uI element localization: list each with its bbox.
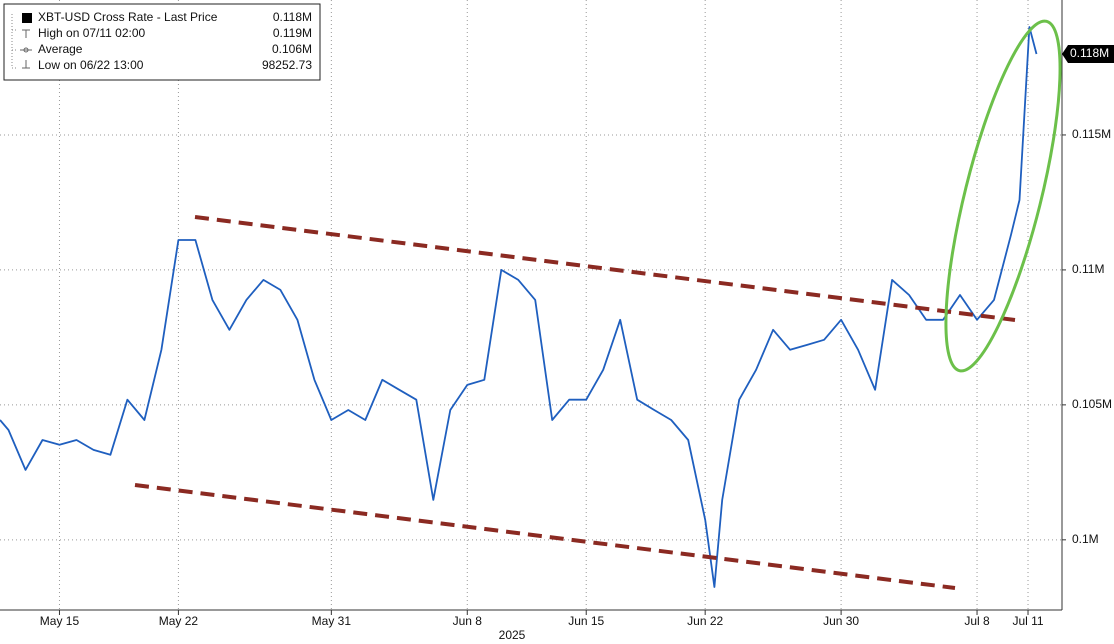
y-tick-label: 0.115M	[1072, 127, 1111, 141]
lower-trend-line	[134, 483, 956, 590]
legend-label: XBT-USD Cross Rate - Last Price	[38, 10, 218, 24]
legend-label: Low on 06/22 13:00	[38, 58, 144, 72]
x-tick-label: May 31	[312, 614, 352, 628]
legend-icon	[20, 47, 32, 53]
legend-tree	[11, 14, 18, 69]
x-tick-label: Jun 30	[823, 614, 859, 628]
x-axis-label: 2025	[499, 628, 526, 642]
last-value-marker	[1062, 44, 1114, 63]
upper-trend-line	[194, 215, 1016, 322]
legend-icon	[22, 60, 30, 69]
y-tick-label: 0.105M	[1072, 397, 1112, 411]
legend-icon	[22, 29, 30, 38]
legend-label: High on 07/11 02:00	[38, 26, 146, 40]
x-tick-label: Jun 22	[687, 614, 723, 628]
x-tick-label: Jul 11	[1012, 614, 1043, 628]
x-tick-label: Jul 8	[964, 614, 990, 628]
legend-value: 0.118M	[273, 10, 312, 24]
legend: XBT-USD Cross Rate - Last Price 0.118M H…	[3, 3, 321, 81]
legend-box	[3, 3, 321, 81]
legend-icon	[22, 13, 32, 23]
x-tick-label: Jun 8	[453, 614, 483, 628]
legend-value: 0.106M	[272, 42, 312, 56]
x-tick-label: May 15	[40, 614, 80, 628]
last-value-label: 0.118M	[1070, 46, 1109, 60]
legend-value: 0.119M	[273, 26, 312, 40]
y-tick-label: 0.1M	[1072, 532, 1099, 546]
y-tick-label: 0.11M	[1072, 262, 1104, 276]
highlight-ellipse	[944, 19, 1062, 373]
x-tick-label: May 22	[159, 614, 199, 628]
x-tick-label: Jun 15	[568, 614, 604, 628]
plot-area	[0, 0, 1062, 610]
legend-value: 98252.73	[262, 58, 312, 72]
price-line	[0, 26, 1038, 588]
legend-label: Average	[38, 42, 83, 56]
